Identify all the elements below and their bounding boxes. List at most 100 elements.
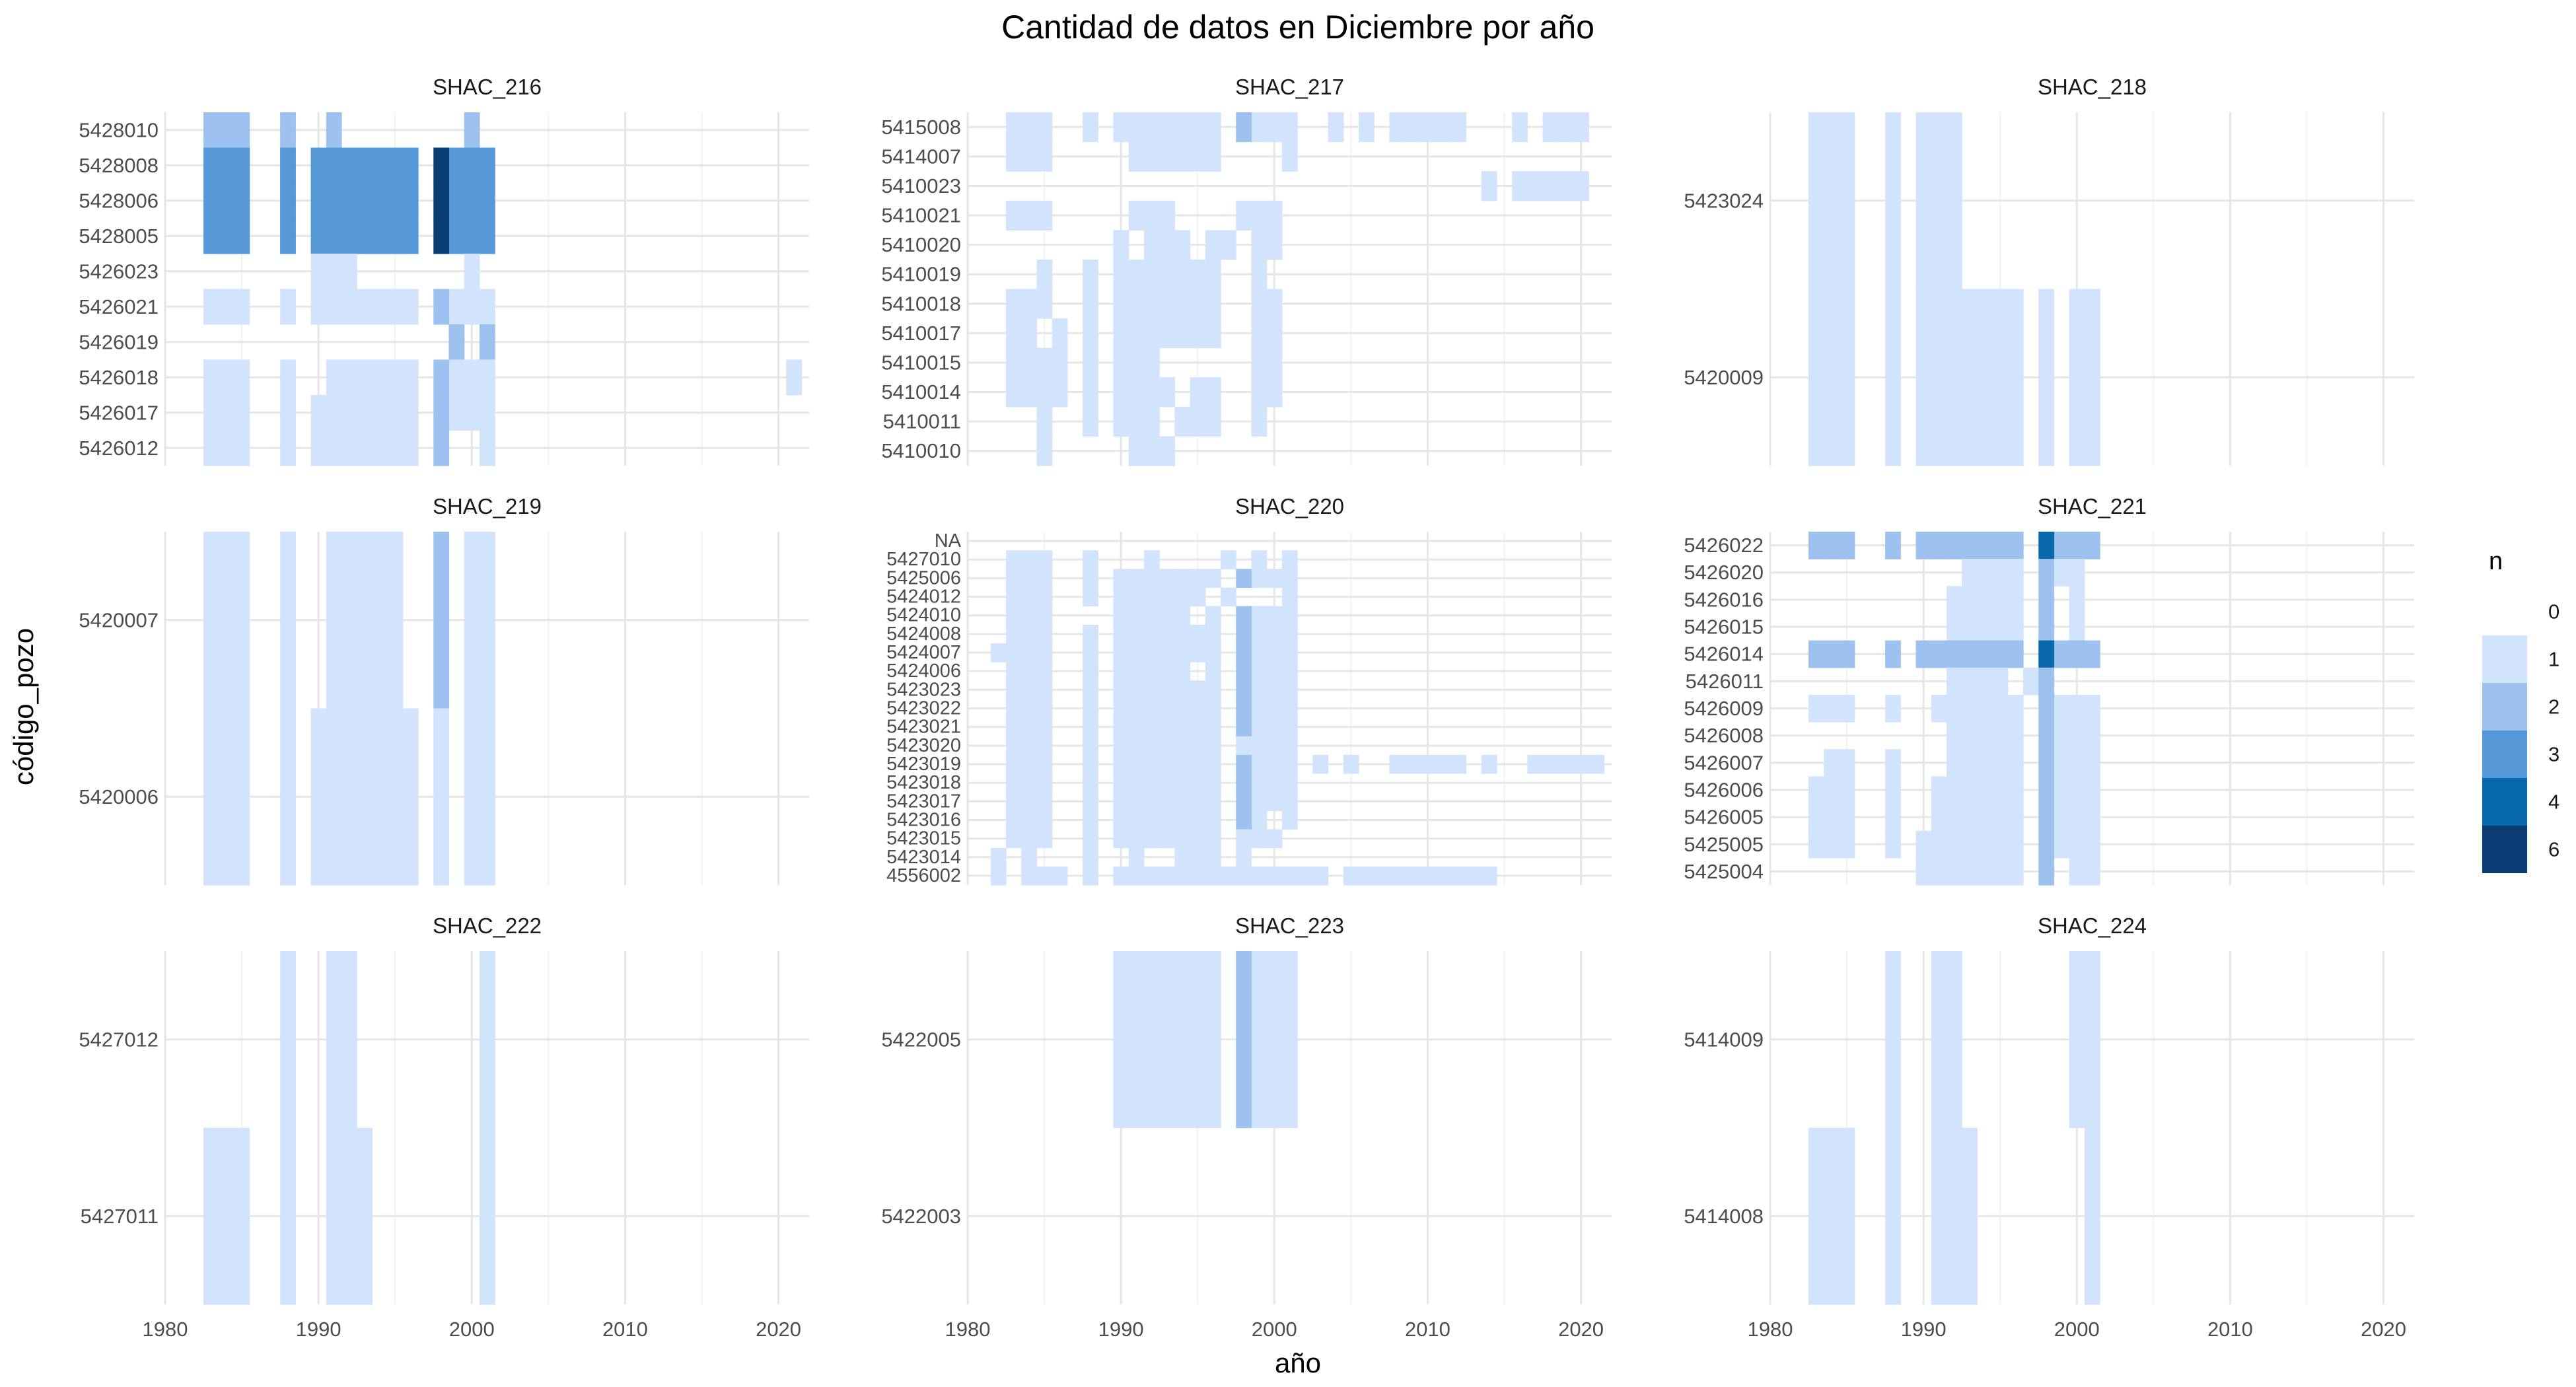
heatmap-tile bbox=[1946, 830, 1962, 859]
heatmap-tile bbox=[1052, 377, 1068, 408]
heatmap-tile bbox=[1006, 643, 1022, 662]
heatmap-tile bbox=[372, 532, 388, 709]
heatmap-tile bbox=[1946, 289, 1962, 466]
heatmap-tile bbox=[1159, 754, 1175, 774]
heatmap-tile bbox=[219, 147, 235, 184]
heatmap-tile bbox=[2084, 857, 2100, 886]
heatmap-tile bbox=[464, 112, 480, 149]
heatmap-tile bbox=[1931, 951, 1947, 1129]
heatmap-tile bbox=[387, 708, 404, 886]
heatmap-tile bbox=[2038, 803, 2055, 832]
heatmap-tile bbox=[1174, 754, 1191, 774]
heatmap-tile bbox=[1266, 866, 1283, 886]
heatmap-tile bbox=[1824, 1127, 1840, 1305]
y-tick-label: 5410015 bbox=[881, 351, 961, 374]
heatmap-tile bbox=[1839, 830, 1855, 859]
heatmap-tile bbox=[448, 183, 465, 219]
heatmap-tile bbox=[1128, 606, 1145, 625]
heatmap-tile bbox=[1236, 847, 1252, 867]
heatmap-tile bbox=[464, 218, 480, 254]
heatmap-tile bbox=[1962, 776, 1978, 804]
heatmap-tile bbox=[1128, 318, 1145, 349]
y-tick-label: 5423016 bbox=[886, 809, 961, 830]
heatmap-tile bbox=[1946, 667, 1962, 695]
heatmap-tile bbox=[1143, 587, 1160, 607]
heatmap-tile bbox=[1962, 667, 1978, 695]
heatmap-tile bbox=[1143, 347, 1160, 378]
heatmap-tile bbox=[1113, 318, 1129, 349]
heatmap-tile bbox=[1824, 694, 1840, 723]
heatmap-tile bbox=[1174, 717, 1191, 737]
heatmap-tile bbox=[1128, 662, 1145, 681]
heatmap-tile bbox=[2069, 803, 2085, 832]
heatmap-tile bbox=[1128, 259, 1145, 290]
heatmap-tile bbox=[1374, 866, 1390, 886]
heatmap-tile bbox=[1885, 289, 1901, 466]
heatmap-tile bbox=[1159, 680, 1175, 700]
heatmap-tile bbox=[1159, 662, 1175, 681]
heatmap-tile bbox=[1036, 736, 1053, 756]
heatmap-tile bbox=[341, 532, 357, 709]
heatmap-tile bbox=[1159, 866, 1175, 886]
heatmap-tile bbox=[1036, 347, 1053, 378]
heatmap-tile bbox=[1962, 749, 1978, 777]
heatmap-tile bbox=[1174, 606, 1191, 625]
heatmap-tile bbox=[1174, 587, 1191, 607]
heatmap-tile bbox=[1946, 951, 1962, 1129]
x-tick-label: 1990 bbox=[296, 1318, 341, 1341]
heatmap-tile bbox=[1931, 803, 1947, 832]
heatmap-tile bbox=[1931, 776, 1947, 804]
legend-key bbox=[2482, 683, 2527, 730]
heatmap-tile bbox=[1236, 606, 1252, 625]
facet-title: SHAC_216 bbox=[433, 75, 542, 99]
heatmap-tile bbox=[1808, 532, 1824, 559]
heatmap-tile bbox=[1113, 289, 1129, 319]
heatmap-tile bbox=[1174, 569, 1191, 588]
heatmap-tile bbox=[479, 430, 495, 466]
heatmap-tile bbox=[1113, 829, 1129, 849]
heatmap-tile bbox=[1236, 792, 1252, 811]
heatmap-tile bbox=[433, 532, 450, 709]
heatmap-tile bbox=[433, 147, 450, 184]
heatmap-tile bbox=[1236, 773, 1252, 793]
heatmap-tile bbox=[234, 183, 250, 219]
heatmap-tile bbox=[1839, 776, 1855, 804]
heatmap-tile bbox=[280, 218, 296, 254]
heatmap-tile bbox=[1113, 406, 1129, 437]
heatmap-tile bbox=[1266, 699, 1283, 719]
heatmap-tile bbox=[1143, 624, 1160, 644]
heatmap-tile bbox=[1006, 587, 1022, 607]
heatmap-tile bbox=[1190, 141, 1206, 172]
heatmap-tile bbox=[1808, 289, 1824, 466]
heatmap-tile bbox=[1221, 866, 1236, 886]
heatmap-tile bbox=[2084, 951, 2100, 1129]
heatmap-tile bbox=[341, 708, 357, 886]
heatmap-tile bbox=[1281, 587, 1298, 607]
heatmap-tile bbox=[1174, 141, 1191, 172]
heatmap-tile bbox=[1221, 230, 1236, 260]
heatmap-tile bbox=[1159, 569, 1175, 588]
heatmap-tile bbox=[1389, 754, 1406, 774]
heatmap-tile bbox=[1977, 803, 1993, 832]
heatmap-tile bbox=[234, 147, 250, 184]
heatmap-tile bbox=[1143, 318, 1160, 349]
heatmap-tile bbox=[1159, 810, 1175, 830]
heatmap-tile bbox=[1946, 722, 1962, 750]
heatmap-tile bbox=[479, 324, 495, 361]
heatmap-tile bbox=[1052, 866, 1068, 886]
heatmap-tile bbox=[1205, 662, 1221, 681]
heatmap-tile bbox=[1808, 694, 1824, 723]
heatmap-tile bbox=[1839, 532, 1855, 559]
facet-title: SHAC_223 bbox=[1235, 913, 1344, 938]
heatmap-tile bbox=[1174, 736, 1191, 756]
y-tick-label: 5425004 bbox=[1684, 860, 1764, 883]
y-tick-label: 5423015 bbox=[886, 828, 961, 849]
heatmap-tile bbox=[2069, 559, 2085, 587]
heatmap-tile bbox=[1946, 694, 1962, 723]
heatmap-tile bbox=[1266, 230, 1283, 260]
heatmap-tile bbox=[357, 430, 373, 466]
y-tick-label: 5414007 bbox=[881, 145, 961, 168]
heatmap-tile bbox=[464, 289, 480, 325]
heatmap-tile bbox=[1328, 112, 1344, 143]
heatmap-tile bbox=[464, 147, 480, 184]
